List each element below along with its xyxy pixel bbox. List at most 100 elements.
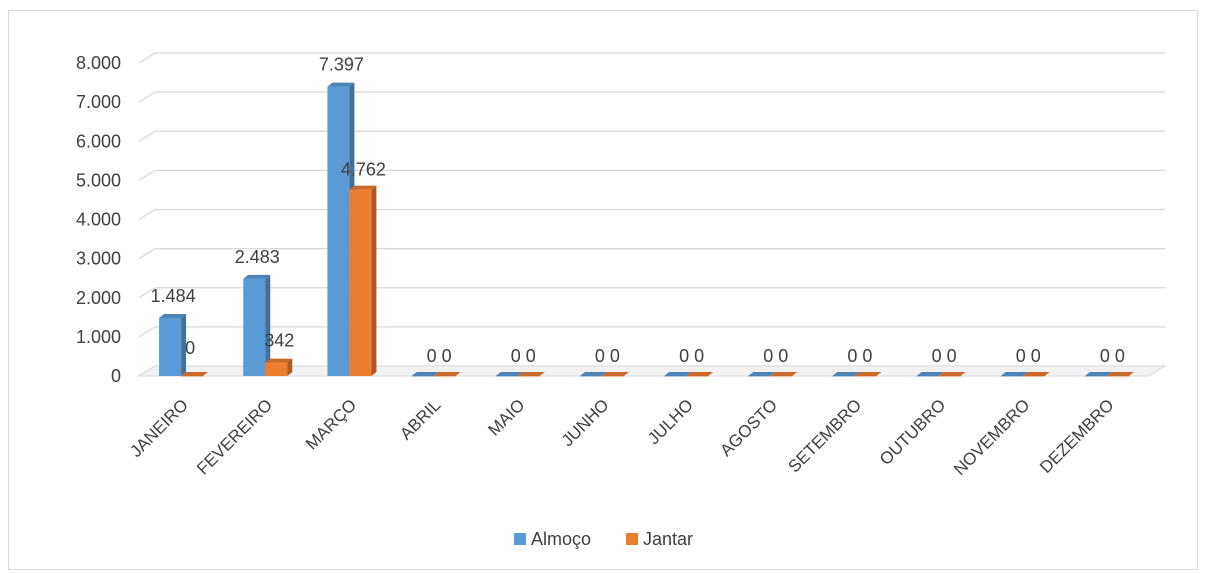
bar-top (1022, 372, 1050, 376)
y-tick-label: 3.000 (76, 249, 121, 269)
bar-almoco (832, 372, 860, 377)
bar-front (349, 189, 372, 376)
bar-almoco (495, 372, 523, 377)
bar-front (517, 376, 540, 377)
grid-layer (138, 52, 1165, 377)
bar-top (411, 372, 439, 376)
gridline-side (138, 91, 156, 103)
bar-side (181, 313, 187, 376)
bar-top (1084, 372, 1112, 376)
bar-top (327, 82, 355, 87)
data-label: 0 (778, 346, 788, 366)
data-label: 2.483 (235, 247, 280, 267)
bar-side (371, 185, 377, 376)
bar-almoco (411, 372, 439, 377)
x-tick-label: MAIO (484, 395, 528, 439)
y-tick-label: 1.000 (76, 327, 121, 347)
bars-layer (159, 82, 1134, 377)
gridline-side (138, 130, 156, 142)
legend-label: Almoço (531, 529, 591, 549)
gridline-side (138, 248, 156, 260)
legend-swatch (514, 533, 526, 545)
bar-front (770, 376, 793, 377)
data-label: 0 (526, 346, 536, 366)
x-tick-label: JULHO (644, 395, 697, 448)
bar-top (686, 372, 714, 376)
bar-top (579, 372, 607, 376)
bar-front (579, 376, 602, 377)
bar-front (916, 376, 939, 377)
x-tick-label: JUNHO (558, 395, 613, 450)
bar-front (1000, 376, 1023, 377)
data-label: 0 (847, 346, 857, 366)
bar-jantar (181, 372, 209, 377)
bar-side (265, 274, 271, 376)
data-label: 0 (947, 346, 957, 366)
bar-front (832, 376, 855, 377)
bar-top (433, 372, 461, 376)
bar-almoco (243, 274, 271, 376)
legend-item: Almoço (514, 529, 591, 549)
data-label: 0 (185, 338, 195, 358)
x-tick-label: SETEMBRO (784, 395, 865, 476)
bar-jantar (686, 372, 714, 377)
y-tick-label: 4.000 (76, 210, 121, 230)
gridline-side (138, 287, 156, 299)
x-tick-label: FEVEREIRO (193, 395, 276, 478)
data-label: 0 (1016, 346, 1026, 366)
bar-top (265, 358, 293, 363)
bar-top (854, 372, 882, 376)
data-label: 4.762 (341, 160, 386, 180)
bar-top (349, 185, 377, 190)
bar-front (1106, 376, 1129, 377)
x-tick-label: ABRIL (396, 395, 444, 443)
bar-front (265, 362, 288, 376)
floor-layer (137, 365, 1167, 377)
data-label: 0 (1100, 346, 1110, 366)
data-label: 0 (610, 346, 620, 366)
bar-almoco (579, 372, 607, 377)
axis-layer: 0 1.000 2.000 3.000 4.000 5.000 6.000 7.000 8.00… (76, 53, 1118, 479)
gridline-side (138, 208, 156, 221)
y-tick-label: 5.000 (76, 170, 121, 190)
bar-top (243, 274, 271, 279)
bar-top (916, 372, 944, 376)
bar-front (411, 376, 434, 377)
bar-jantar (938, 372, 966, 377)
bar-top (159, 313, 187, 318)
bar-side (287, 358, 293, 376)
bar-front (327, 86, 350, 376)
chart-frame: 1.484 0 2.483 342 7.397 4.762 0 0 0 0 0 0 0 0 0 0 0 0 0 0 0 0… (8, 10, 1198, 570)
y-tick-label: 7.000 (76, 92, 121, 112)
y-tick-label: 0 (111, 366, 121, 386)
bar-top (664, 372, 692, 376)
bar-jantar (1106, 372, 1134, 377)
bar-jantar (770, 372, 798, 377)
data-label: 342 (264, 331, 294, 351)
bar-front (664, 376, 687, 377)
bar-jantar (433, 372, 461, 377)
data-label: 0 (1115, 346, 1125, 366)
y-tick-label: 6.000 (76, 131, 121, 151)
bar-top (495, 372, 523, 376)
bar-front (938, 376, 961, 377)
data-label: 0 (694, 346, 704, 366)
bar-front (748, 376, 771, 377)
bar-top (1000, 372, 1028, 376)
x-tick-label: NOVEMBRO (950, 395, 1034, 479)
x-tick-label: AGOSTO (716, 395, 781, 460)
bar-top (938, 372, 966, 376)
bar-almoco (1000, 372, 1028, 377)
y-tick-label: 8.000 (76, 53, 121, 73)
data-label: 7.397 (319, 55, 364, 75)
data-label: 1.484 (151, 286, 196, 306)
legend-swatch (626, 533, 638, 545)
data-label: 0 (595, 346, 605, 366)
bar-top (748, 372, 776, 376)
bar-front (243, 278, 266, 376)
bar-jantar (601, 372, 629, 377)
bar-front (433, 376, 456, 377)
bar-almoco (159, 313, 187, 376)
